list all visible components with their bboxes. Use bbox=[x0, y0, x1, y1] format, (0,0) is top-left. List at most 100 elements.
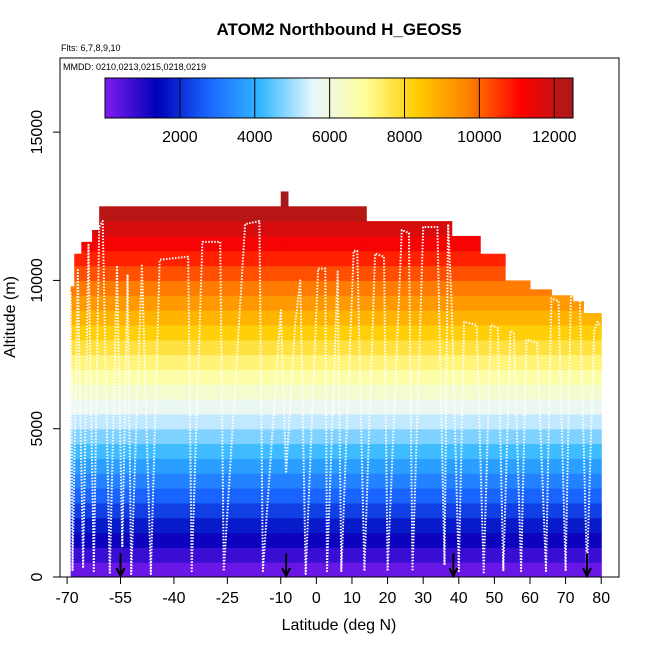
x-tick-label: 80 bbox=[592, 590, 610, 607]
x-tick-label: 10 bbox=[343, 590, 361, 607]
heatmap-cell bbox=[583, 354, 602, 370]
heatmap-cell bbox=[480, 413, 506, 430]
heatmap-cell bbox=[551, 532, 574, 548]
heatmap-cell bbox=[366, 473, 453, 489]
heatmap-cell bbox=[287, 265, 367, 282]
heatmap-cell bbox=[451, 443, 481, 459]
heatmap-cell bbox=[92, 354, 100, 370]
x-tick-label: 50 bbox=[485, 590, 503, 607]
heatmap-cell bbox=[70, 458, 75, 474]
heatmap-cell bbox=[287, 310, 367, 326]
chart-title: ATOM2 Northbound H_GEOS5 bbox=[217, 20, 462, 39]
heatmap-cell bbox=[572, 324, 584, 341]
heatmap-cell bbox=[451, 250, 481, 267]
heatmap-cell bbox=[583, 473, 602, 489]
subtitle-flights: Flts: 6,7,8,9,10 bbox=[61, 43, 121, 53]
heatmap-cell bbox=[529, 413, 552, 430]
heatmap-cell bbox=[99, 295, 282, 311]
heatmap-cell bbox=[287, 324, 367, 341]
heatmap-cell bbox=[480, 562, 506, 577]
heatmap-cell bbox=[572, 413, 584, 430]
heatmap-cell bbox=[366, 399, 453, 415]
heatmap-cell bbox=[572, 339, 584, 356]
heatmap-cell bbox=[583, 399, 602, 415]
heatmap-cell bbox=[451, 354, 481, 370]
heatmap-cell bbox=[287, 354, 367, 370]
heatmap-cell bbox=[74, 443, 82, 459]
heatmap-cell bbox=[480, 532, 506, 548]
heatmap-cell bbox=[583, 458, 602, 474]
x-tick-label: -25 bbox=[216, 590, 239, 607]
x-axis: -70 -55 -40 -25 -10 0 10 20 30 40 50 60 70 80 bbox=[56, 576, 610, 607]
heatmap-cell bbox=[280, 562, 289, 577]
heatmap-cell bbox=[287, 295, 367, 311]
colorbar-tick-label: 2000 bbox=[162, 129, 198, 146]
heatmap-cell bbox=[572, 443, 584, 459]
heatmap-cell bbox=[74, 532, 82, 548]
heatmap-cell bbox=[280, 502, 289, 519]
heatmap-cell bbox=[280, 473, 289, 489]
heatmap-cell bbox=[92, 280, 100, 296]
heatmap-cell bbox=[287, 399, 367, 415]
heatmap-cell bbox=[74, 562, 82, 577]
heatmap-cell bbox=[287, 428, 367, 445]
heatmap-cell bbox=[551, 488, 574, 504]
y-tick-label: 15000 bbox=[29, 110, 46, 155]
heatmap-cell bbox=[505, 488, 531, 504]
heatmap-cell bbox=[70, 488, 75, 504]
heatmap-cell bbox=[287, 547, 367, 563]
heatmap-cell bbox=[551, 310, 574, 326]
heatmap-cell bbox=[74, 488, 82, 504]
heatmap-cell bbox=[70, 339, 75, 356]
heatmap-cell bbox=[583, 339, 602, 356]
heatmap-cell bbox=[451, 369, 481, 385]
heatmap-cell bbox=[366, 458, 453, 474]
heatmap-cell bbox=[287, 235, 367, 252]
heatmap-cell bbox=[572, 399, 584, 415]
heatmap-cell bbox=[92, 230, 100, 237]
heatmap-cell bbox=[480, 354, 506, 370]
heatmap-cell bbox=[280, 280, 289, 296]
heatmap-cell bbox=[480, 310, 506, 326]
heatmap-cell bbox=[81, 547, 93, 563]
colorbar-tick-label: 8000 bbox=[387, 129, 423, 146]
heatmap-cell bbox=[81, 562, 93, 577]
heatmap-cell bbox=[74, 339, 82, 356]
x-axis-label: Latitude (deg N) bbox=[282, 617, 397, 634]
heatmap-cell bbox=[505, 413, 531, 430]
heatmap-cell bbox=[92, 235, 100, 252]
heatmap-cell bbox=[505, 502, 531, 519]
x-tick-label: 70 bbox=[557, 590, 575, 607]
heatmap-cell bbox=[280, 354, 289, 370]
heatmap-cell bbox=[81, 241, 93, 252]
flight-markers bbox=[115, 553, 592, 579]
heatmap-cell bbox=[451, 532, 481, 548]
heatmap-cell bbox=[74, 369, 82, 385]
x-tick-label: 30 bbox=[414, 590, 432, 607]
heatmap-cell bbox=[505, 547, 531, 563]
heatmap-cell bbox=[551, 399, 574, 415]
heatmap-cell bbox=[572, 384, 584, 400]
heatmap-cell bbox=[70, 295, 75, 311]
heatmap-cell bbox=[480, 369, 506, 385]
heatmap-cell bbox=[505, 517, 531, 534]
heatmap-cell bbox=[529, 310, 552, 326]
heatmap-cell bbox=[81, 502, 93, 519]
heatmap-cell bbox=[583, 488, 602, 504]
heatmap-cell bbox=[99, 206, 282, 222]
heatmap-cell bbox=[366, 488, 453, 504]
heatmap-cell bbox=[572, 473, 584, 489]
heatmap-cell bbox=[70, 384, 75, 400]
y-axis: 0 5000 10000 15000 bbox=[29, 110, 61, 581]
heatmap-cell bbox=[99, 235, 282, 252]
heatmap-cell bbox=[81, 280, 93, 296]
plot-frame bbox=[59, 57, 620, 579]
heatmap-cell bbox=[451, 339, 481, 356]
heatmap-cell bbox=[280, 235, 289, 252]
heatmap-cell bbox=[366, 562, 453, 577]
heatmap-cell bbox=[572, 532, 584, 548]
y-tick-label: 5000 bbox=[29, 411, 46, 447]
flight-marker-arrow bbox=[582, 553, 592, 579]
heatmap-cell bbox=[583, 532, 602, 548]
heatmap-cell bbox=[480, 443, 506, 459]
